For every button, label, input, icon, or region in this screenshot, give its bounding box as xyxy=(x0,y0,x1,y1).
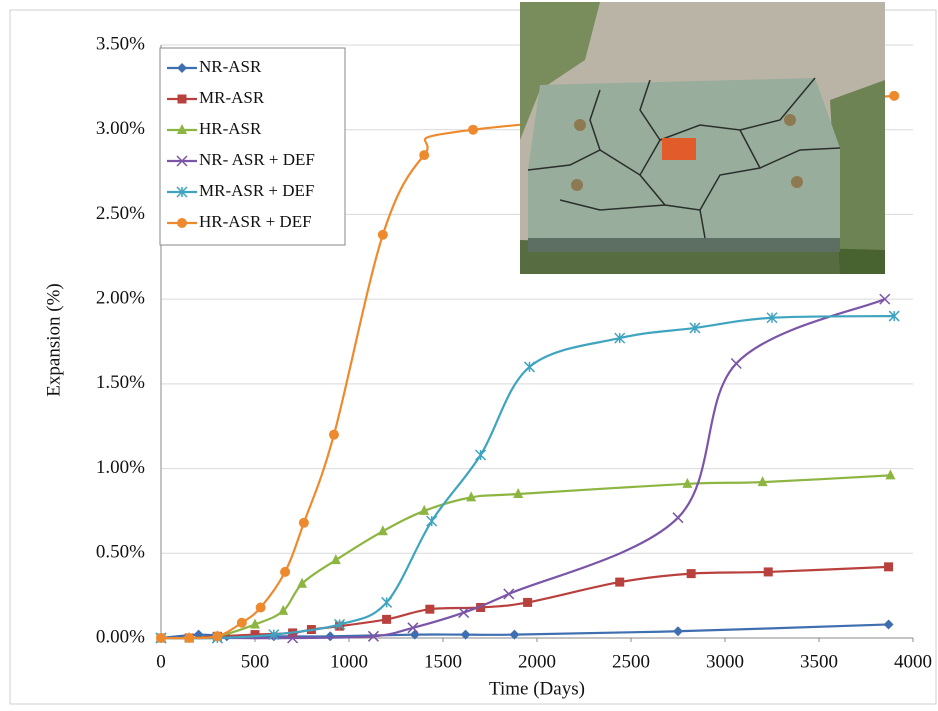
x-tick-label: 500 xyxy=(241,651,270,672)
y-tick-label: 3.50% xyxy=(96,33,145,54)
legend-label: HR-ASR + DEF xyxy=(199,212,312,231)
marker xyxy=(178,95,187,104)
x-tick-label: 2000 xyxy=(518,651,556,672)
marker xyxy=(156,633,166,643)
y-tick-label: 0.50% xyxy=(96,542,145,563)
legend-label: NR- ASR + DEF xyxy=(199,150,315,169)
x-tick-label: 0 xyxy=(156,651,166,672)
marker xyxy=(212,631,222,641)
chart: Time (Days) Expansion (%) NR-ASR MR-ASR HR… xyxy=(0,0,938,706)
x-tick-label: 3000 xyxy=(706,651,744,672)
x-tick-label: 4000 xyxy=(894,651,932,672)
marker xyxy=(299,518,309,528)
marker xyxy=(884,562,893,571)
y-tick-label: 1.00% xyxy=(96,457,145,478)
marker xyxy=(177,218,187,228)
legend-label: MR-ASR xyxy=(199,88,265,107)
marker xyxy=(523,598,532,607)
x-tick-label: 1000 xyxy=(330,651,368,672)
marker xyxy=(329,430,339,440)
marker xyxy=(419,150,429,160)
marker xyxy=(889,91,899,101)
y-tick-label: 3.00% xyxy=(96,118,145,139)
x-axis-title: Time (Days) xyxy=(489,678,585,699)
marker xyxy=(237,618,247,628)
y-tick-label: 2.00% xyxy=(96,288,145,309)
photo-tag xyxy=(662,138,696,160)
marker xyxy=(382,615,391,624)
photo-inset xyxy=(520,2,885,274)
x-tick-label: 3500 xyxy=(800,651,838,672)
y-tick-label: 2.50% xyxy=(96,203,145,224)
y-tick-label: 1.50% xyxy=(96,372,145,393)
marker xyxy=(687,569,696,578)
marker xyxy=(468,125,478,135)
legend-label: HR-ASR xyxy=(199,119,262,138)
marker xyxy=(256,603,266,613)
marker xyxy=(425,605,434,614)
marker xyxy=(615,578,624,587)
legend-label: NR-ASR xyxy=(199,57,262,76)
legend-label: MR-ASR + DEF xyxy=(199,181,314,200)
marker xyxy=(280,567,290,577)
x-tick-label: 2500 xyxy=(612,651,650,672)
photo-block-side xyxy=(528,238,840,252)
x-tick-label: 1500 xyxy=(424,651,462,672)
y-tick-label: 0.00% xyxy=(96,626,145,647)
marker xyxy=(764,567,773,576)
marker xyxy=(378,230,388,240)
marker xyxy=(184,633,194,643)
legend: NR-ASR MR-ASR HR-ASR NR- ASR + DEF MR-ASR + … xyxy=(160,48,345,245)
y-axis-title: Expansion (%) xyxy=(43,283,64,396)
